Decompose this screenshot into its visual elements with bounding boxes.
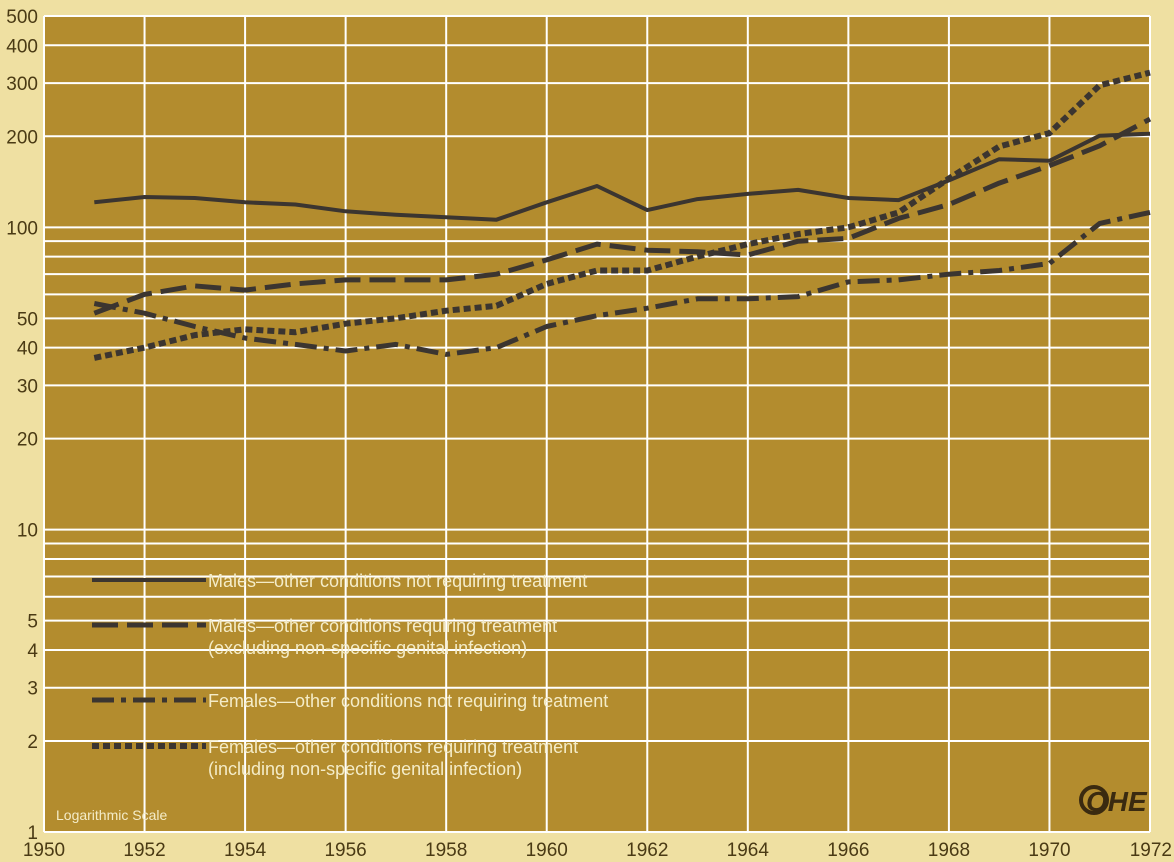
y-tick-label: 3 <box>27 679 38 700</box>
series-line-4 <box>93 69 1151 361</box>
x-tick-label: 1954 <box>224 840 267 861</box>
x-tick-label: 1962 <box>626 840 668 861</box>
series-line-3 <box>93 209 1151 357</box>
x-tick-label: 1958 <box>425 840 467 861</box>
x-tick-label: 1972 <box>1130 840 1172 861</box>
y-tick-label: 4 <box>27 641 38 662</box>
x-tick-label: 1970 <box>1028 840 1070 861</box>
x-tick-label: 1966 <box>827 840 869 861</box>
y-tick-label: 200 <box>6 127 38 148</box>
y-tick-label: 100 <box>6 218 38 239</box>
series-line-1 <box>94 131 1151 222</box>
legend-label-3: Females—other conditions not requiring t… <box>208 691 608 711</box>
y-tick-label: 300 <box>6 74 38 95</box>
x-tick-label: 1964 <box>727 840 770 861</box>
logo-text: OHE <box>1086 786 1148 817</box>
x-tick-label: 1960 <box>526 840 568 861</box>
series-line-2 <box>93 116 1152 316</box>
legend-label-4: (including non-specific genital infectio… <box>208 759 522 779</box>
y-tick-label: 10 <box>17 521 38 542</box>
legend-label-2: Males—other conditions requiring treatme… <box>208 616 557 636</box>
legend-label-4: Females—other conditions requiring treat… <box>208 737 578 757</box>
y-tick-label: 20 <box>17 430 38 451</box>
y-tick-label: 400 <box>6 36 38 57</box>
y-tick-label: 50 <box>17 309 38 330</box>
plot-area <box>44 16 1150 832</box>
legend-label-2: (excluding non-specific genital infectio… <box>208 638 527 658</box>
series-lines <box>93 69 1152 361</box>
y-tick-label: 30 <box>17 376 38 397</box>
y-axis-ticks: 1 2 3 4 5 10 20 30 40 50 100 200 300 400 500 <box>6 7 38 844</box>
x-tick-label: 1968 <box>928 840 970 861</box>
legend: Males—other conditions not requiring tre… <box>92 571 608 779</box>
y-tick-label: 500 <box>6 7 38 28</box>
legend-label-1: Males—other conditions not requiring tre… <box>208 571 587 591</box>
y-tick-label: 5 <box>27 612 38 633</box>
x-axis-ticks: 1950 1952 1954 1956 1958 1960 1962 1964 1966 1968… <box>23 840 1172 861</box>
x-tick-label: 1956 <box>324 840 366 861</box>
y-tick-label: 2 <box>27 732 38 753</box>
y-tick-label: 40 <box>17 339 38 360</box>
scale-note: Logarithmic Scale <box>56 807 167 823</box>
x-tick-label: 1952 <box>123 840 165 861</box>
x-tick-label: 1950 <box>23 840 65 861</box>
ohe-logo: OHE <box>1079 785 1148 817</box>
grid <box>43 15 1151 833</box>
y-tick-label: 1 <box>27 823 38 844</box>
